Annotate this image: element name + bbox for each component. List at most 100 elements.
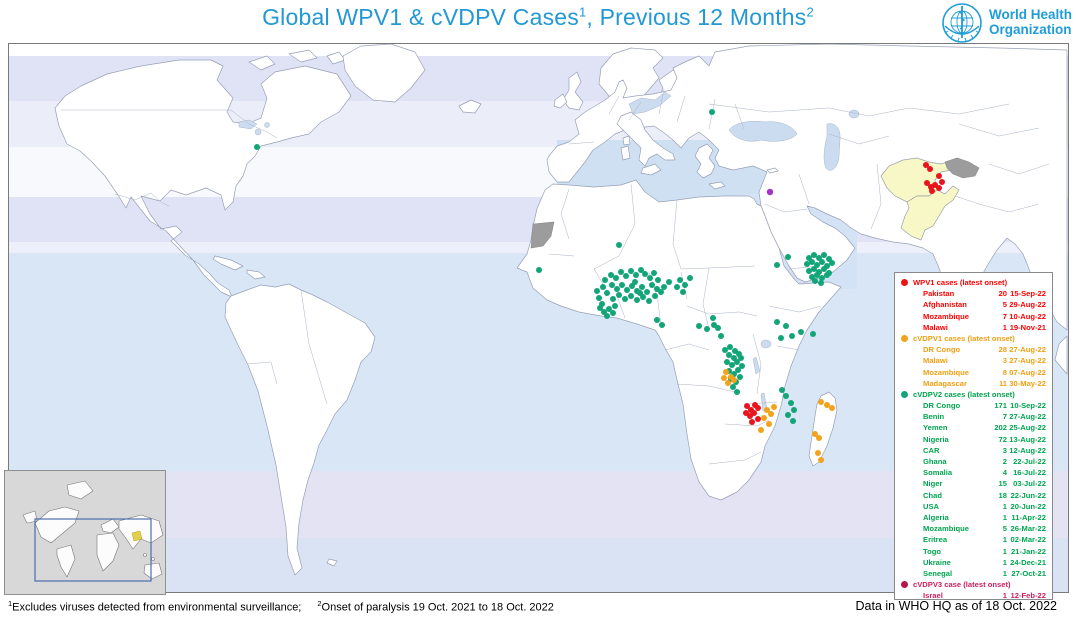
italy-landmass <box>616 111 676 167</box>
inset-greenland <box>66 480 94 500</box>
lake <box>264 122 270 128</box>
cvdpv2-case-dot <box>726 352 732 358</box>
cvdpv2-case-dot <box>687 275 693 281</box>
cvdpv2-case-dot <box>738 355 744 361</box>
cvdpv2-case-dot <box>774 262 780 268</box>
legend-cases: 171 <box>994 401 1007 411</box>
baltic-sea <box>628 91 672 115</box>
cvdpv2-case-dot <box>606 306 612 312</box>
wpv1-case-dot <box>749 419 755 425</box>
cvdpv1-case-dot <box>812 431 818 437</box>
page-title: Global WPV1 & cVDPV Cases1, Previous 12 … <box>262 4 814 30</box>
legend-date: 10-Sep-22 <box>1010 401 1046 411</box>
cvdpv3-legend-header: cVDPV3 case (latest onset) <box>895 579 1052 590</box>
wpv1-case-dot <box>927 166 933 172</box>
sardinia-island <box>620 145 631 161</box>
wpv1-case-dot <box>743 410 749 416</box>
legend-cases: 28 <box>998 345 1007 355</box>
cvdpv2-case-dot <box>628 268 634 274</box>
cvdpv2-case-dot <box>709 109 715 115</box>
legend-row: Somalia 4 16-Jul-22 <box>895 467 1052 478</box>
cvdpv2-case-dot <box>610 296 616 302</box>
legend-cases: 5 <box>1002 524 1007 534</box>
cvdpv2-case-dot <box>739 363 745 369</box>
legend-row: Mozambique 5 26-Mar-22 <box>895 523 1052 534</box>
legend-date: 21-Jan-22 <box>1010 546 1046 556</box>
legend-row: Afghanistan 5 29-Aug-22 <box>895 299 1052 310</box>
cvdpv2-case-dot <box>536 267 542 273</box>
cvdpv2-case-dot <box>596 295 602 301</box>
cvdpv2-case-dot <box>614 286 620 292</box>
inset-overview-map <box>4 470 166 595</box>
legend-date: 03-Jul-22 <box>1013 479 1046 489</box>
cvdpv1-case-dots <box>721 369 835 463</box>
cvdpv2-case-dot <box>659 322 665 328</box>
cvdpv1-case-dot <box>818 399 824 405</box>
cvdpv2-case-dot <box>821 252 827 258</box>
legend-row: Senegal 1 27-Oct-21 <box>895 568 1052 579</box>
south-america-landmass <box>224 283 376 576</box>
world-map-svg <box>9 44 1068 592</box>
cvdpv2-case-dot <box>642 271 648 277</box>
cvdpv2-case-dot <box>798 329 804 335</box>
cvdpv2-case-dot <box>652 293 658 299</box>
legend-cases: 20 <box>998 289 1007 299</box>
inset-europe <box>100 518 120 534</box>
map-legend: WPV1 cases (latest onset) Pakistan 20 15-Se… <box>894 272 1053 600</box>
legend-cases: 1 <box>1002 322 1007 332</box>
cvdpv2-case-dot <box>637 290 643 296</box>
great-lakes <box>238 119 258 130</box>
cvdpv2-case-dot <box>647 275 653 281</box>
legend-date: 24-Dec-21 <box>1010 557 1046 567</box>
wpv1-case-dot <box>744 403 750 409</box>
wpv1-case-dot <box>924 180 930 186</box>
inset-island <box>151 557 155 561</box>
who-logo: World Health Organization <box>941 2 1072 44</box>
legend-country: Togo <box>923 546 941 556</box>
cvdpv2-case-dot <box>612 303 618 309</box>
cvdpv3-case-dot <box>766 188 774 196</box>
cvdpv1-case-dot <box>764 407 770 413</box>
legend-country: DR Congo <box>923 345 961 355</box>
legend-date: 27-Aug-22 <box>1009 412 1046 422</box>
legend-row: DR Congo 171 10-Sep-22 <box>895 400 1052 411</box>
cvdpv2-case-dot <box>804 261 810 267</box>
wpv1-legend-header: WPV1 cases (latest onset) <box>895 277 1052 288</box>
cvdpv1-case-dot <box>761 415 767 421</box>
cvdpv2-case-dot <box>824 272 830 278</box>
cvdpv2-case-dot <box>622 296 628 302</box>
legend-date: 15-Sep-22 <box>1010 289 1046 299</box>
cvdpv1-legend-header: cVDPV1 cases (latest onset) <box>895 333 1052 344</box>
cvdpv2-case-dot <box>814 272 820 278</box>
ireland-landmass <box>553 93 568 109</box>
cvdpv2-case-dot <box>724 359 730 365</box>
wpv1-case-dot <box>939 179 945 185</box>
legend-group-label: cVDPV1 cases (latest onset) <box>913 333 1015 343</box>
cvdpv2-case-dot <box>610 310 616 316</box>
legend-cases: 1 <box>1002 546 1007 556</box>
aral-sea <box>848 109 860 119</box>
cvdpv2-case-dot <box>632 279 638 285</box>
cvdpv2-legend-header: cVDPV2 cases (latest onset) <box>895 389 1052 400</box>
legend-row: Ukraine 1 24-Dec-21 <box>895 557 1052 568</box>
wpv1-case-dot <box>923 162 929 168</box>
legend-date: 27-Aug-22 <box>1009 356 1046 366</box>
inset-map-svg <box>22 480 164 582</box>
cvdpv2-case-dot <box>613 275 619 281</box>
wpv1-case-dot <box>936 185 942 191</box>
cvdpv2-case-dot <box>619 282 625 288</box>
cvdpv2-case-dot <box>785 412 791 418</box>
cvdpv2-case-dot <box>618 269 624 275</box>
legend-date: 16-Jul-22 <box>1013 468 1046 478</box>
legend-country: Afghanistan <box>923 300 967 310</box>
western-sahara-gray-area <box>530 221 555 249</box>
cvdpv2-case-dot <box>819 259 825 265</box>
legend-date: 29-Aug-22 <box>1009 300 1046 310</box>
legend-date: 10-Aug-22 <box>1009 311 1046 321</box>
cvdpv2-case-dot <box>734 359 740 365</box>
cvdpv1-case-dot <box>725 380 731 386</box>
legend-cases: 15 <box>998 479 1007 489</box>
legend-country: Chad <box>923 490 942 500</box>
legend-row: Mozambique 8 07-Aug-22 <box>895 367 1052 378</box>
cvdpv2-case-dot <box>680 289 686 295</box>
